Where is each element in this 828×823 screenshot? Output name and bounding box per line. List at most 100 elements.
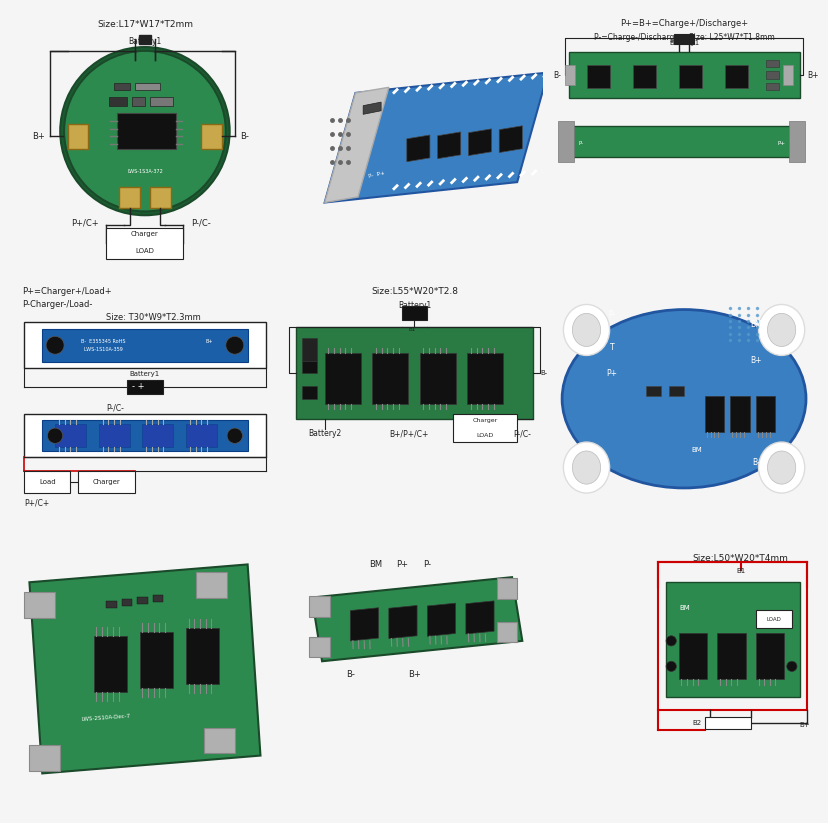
FancyBboxPatch shape [137, 597, 147, 603]
FancyBboxPatch shape [150, 97, 173, 105]
Text: Battery1: Battery1 [397, 300, 431, 309]
Circle shape [665, 661, 676, 672]
Polygon shape [426, 603, 455, 636]
FancyBboxPatch shape [196, 572, 227, 597]
FancyBboxPatch shape [765, 83, 778, 91]
Polygon shape [498, 126, 522, 152]
FancyBboxPatch shape [788, 121, 804, 162]
Text: Battery1: Battery1 [668, 40, 698, 46]
Polygon shape [325, 72, 547, 202]
Text: Size:L17*W17*T2mm: Size:L17*W17*T2mm [97, 21, 193, 30]
FancyBboxPatch shape [24, 414, 265, 458]
FancyBboxPatch shape [132, 97, 145, 105]
FancyBboxPatch shape [466, 353, 503, 404]
Polygon shape [468, 129, 491, 156]
Ellipse shape [571, 451, 600, 484]
Text: LOAD: LOAD [476, 433, 493, 438]
FancyBboxPatch shape [204, 728, 234, 753]
Polygon shape [407, 135, 430, 162]
FancyBboxPatch shape [201, 123, 222, 149]
FancyBboxPatch shape [309, 597, 330, 616]
Ellipse shape [758, 305, 804, 356]
FancyBboxPatch shape [585, 65, 609, 88]
Text: LWS-1S3A-372: LWS-1S3A-372 [127, 170, 162, 174]
FancyBboxPatch shape [152, 595, 163, 602]
FancyBboxPatch shape [78, 472, 134, 493]
FancyBboxPatch shape [668, 386, 683, 396]
FancyBboxPatch shape [106, 228, 183, 258]
Text: B-: B- [239, 132, 248, 141]
FancyBboxPatch shape [301, 386, 316, 399]
FancyBboxPatch shape [119, 187, 140, 207]
Text: B1: B1 [408, 328, 415, 332]
Polygon shape [363, 102, 381, 114]
Text: P+: P+ [606, 369, 617, 378]
FancyBboxPatch shape [452, 414, 517, 442]
Ellipse shape [767, 314, 795, 346]
FancyBboxPatch shape [138, 35, 152, 44]
Text: B+/P+/C+: B+/P+/C+ [389, 430, 429, 439]
FancyBboxPatch shape [765, 60, 778, 67]
Polygon shape [350, 607, 378, 641]
Text: B-: B- [552, 71, 561, 80]
FancyBboxPatch shape [24, 593, 55, 618]
Ellipse shape [563, 305, 609, 356]
FancyBboxPatch shape [142, 424, 173, 447]
Circle shape [46, 337, 64, 354]
FancyBboxPatch shape [755, 611, 791, 628]
Text: P+=Charger+/Load+: P+=Charger+/Load+ [22, 286, 111, 295]
Text: B-: B- [751, 458, 759, 467]
Text: B1: B1 [735, 568, 744, 574]
FancyBboxPatch shape [564, 65, 575, 86]
Ellipse shape [758, 442, 804, 493]
Text: Battery2: Battery2 [308, 430, 341, 439]
FancyBboxPatch shape [645, 386, 660, 396]
FancyBboxPatch shape [114, 83, 129, 91]
Text: P-=Charge-/Discharge-   Size: L25*W7*T1.8mm: P-=Charge-/Discharge- Size: L25*W7*T1.8m… [593, 33, 773, 42]
Text: BM: BM [691, 447, 701, 453]
FancyBboxPatch shape [42, 421, 248, 451]
FancyBboxPatch shape [24, 323, 265, 368]
Text: P+=B+=Charge+/Discharge+: P+=B+=Charge+/Discharge+ [619, 19, 747, 28]
FancyBboxPatch shape [568, 52, 799, 98]
Circle shape [64, 51, 225, 212]
Text: T: T [609, 343, 614, 352]
Circle shape [227, 428, 243, 444]
FancyBboxPatch shape [325, 353, 360, 404]
FancyBboxPatch shape [704, 396, 723, 432]
Polygon shape [465, 601, 493, 634]
FancyBboxPatch shape [94, 636, 127, 692]
Text: Charger: Charger [93, 479, 120, 485]
Polygon shape [311, 577, 522, 661]
Text: Charger: Charger [131, 231, 159, 237]
Text: P-  P+: P- P+ [368, 170, 385, 179]
Text: P+: P+ [777, 142, 785, 146]
Circle shape [60, 47, 229, 216]
Text: Load: Load [39, 479, 55, 485]
Text: Size:L55*W20*T2.8: Size:L55*W20*T2.8 [371, 286, 457, 295]
Polygon shape [29, 565, 260, 774]
FancyBboxPatch shape [729, 396, 749, 432]
FancyBboxPatch shape [496, 579, 517, 599]
Ellipse shape [767, 451, 795, 484]
Text: P-: P- [578, 142, 583, 146]
FancyBboxPatch shape [704, 718, 750, 729]
Circle shape [786, 661, 796, 672]
Text: Size:L50*W20*T4mm: Size:L50*W20*T4mm [691, 554, 787, 563]
FancyBboxPatch shape [122, 599, 132, 606]
FancyBboxPatch shape [673, 35, 694, 44]
Polygon shape [437, 132, 460, 159]
FancyBboxPatch shape [29, 746, 60, 771]
FancyBboxPatch shape [309, 637, 330, 658]
FancyBboxPatch shape [127, 379, 163, 393]
Text: Size: T30*W9*T2.3mm: Size: T30*W9*T2.3mm [106, 314, 201, 323]
FancyBboxPatch shape [782, 65, 792, 86]
FancyBboxPatch shape [496, 621, 517, 642]
Text: LWS-2S10A-Dec-7: LWS-2S10A-Dec-7 [80, 713, 130, 722]
Text: LOAD: LOAD [135, 248, 154, 254]
Text: P-/C-: P-/C- [191, 218, 210, 227]
FancyBboxPatch shape [419, 353, 455, 404]
Text: P+/C+: P+/C+ [71, 218, 99, 227]
FancyBboxPatch shape [301, 337, 316, 360]
Circle shape [665, 636, 676, 646]
